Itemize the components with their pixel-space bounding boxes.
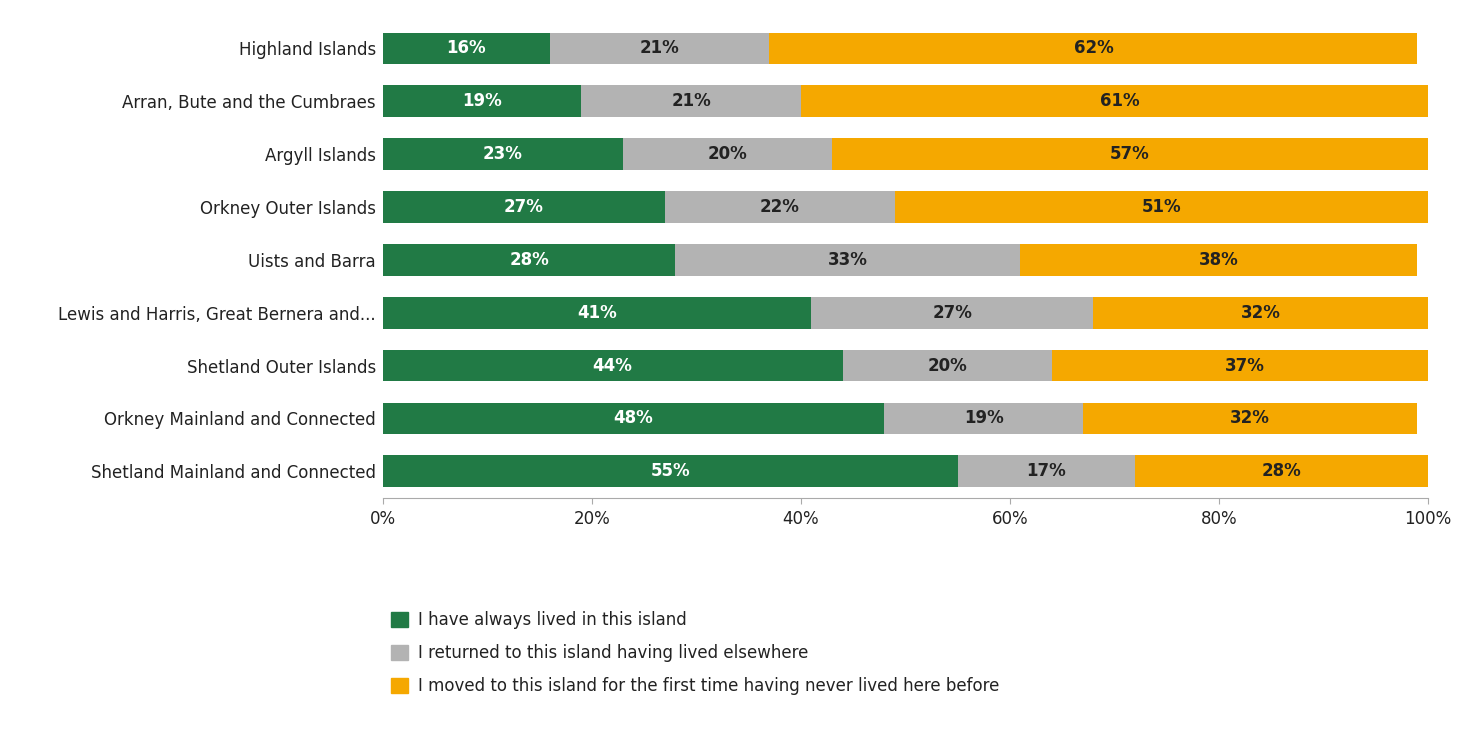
Bar — [895, 191, 1428, 223]
Text: 21%: 21% — [671, 92, 711, 111]
Bar — [383, 138, 623, 170]
Bar — [383, 244, 676, 276]
Text: 62%: 62% — [1073, 40, 1113, 57]
Bar — [885, 403, 1083, 434]
Bar — [383, 403, 885, 434]
Bar — [832, 138, 1428, 170]
Bar — [957, 455, 1135, 488]
Text: 19%: 19% — [462, 92, 502, 111]
Bar — [801, 86, 1438, 117]
Bar — [383, 350, 842, 381]
Bar — [383, 297, 811, 329]
Text: 16%: 16% — [446, 40, 486, 57]
Text: 28%: 28% — [1262, 463, 1301, 480]
Text: 20%: 20% — [927, 356, 967, 375]
Text: 27%: 27% — [932, 304, 972, 322]
Bar — [811, 297, 1094, 329]
Text: 23%: 23% — [483, 145, 523, 163]
Bar — [665, 191, 895, 223]
Text: 20%: 20% — [708, 145, 748, 163]
Text: 37%: 37% — [1225, 356, 1264, 375]
Bar — [383, 191, 665, 223]
Text: 51%: 51% — [1141, 198, 1181, 216]
Text: 44%: 44% — [593, 356, 633, 375]
Bar — [1135, 455, 1428, 488]
Text: 55%: 55% — [651, 463, 690, 480]
Text: 27%: 27% — [503, 198, 543, 216]
Bar — [623, 138, 832, 170]
Bar — [581, 86, 801, 117]
Text: 38%: 38% — [1198, 251, 1239, 269]
Text: 32%: 32% — [1241, 304, 1281, 322]
Text: 19%: 19% — [964, 409, 1004, 427]
Bar — [842, 350, 1051, 381]
Text: 28%: 28% — [509, 251, 549, 269]
Bar — [383, 32, 551, 64]
Text: 41%: 41% — [577, 304, 617, 322]
Legend: I have always lived in this island, I returned to this island having lived elsew: I have always lived in this island, I re… — [392, 610, 999, 695]
Bar — [383, 86, 581, 117]
Bar — [1094, 297, 1428, 329]
Bar — [1051, 350, 1438, 381]
Bar — [1020, 244, 1418, 276]
Text: 21%: 21% — [640, 40, 680, 57]
Text: 61%: 61% — [1100, 92, 1139, 111]
Bar — [1083, 403, 1418, 434]
Bar — [676, 244, 1020, 276]
Text: 17%: 17% — [1026, 463, 1066, 480]
Bar — [551, 32, 770, 64]
Text: 33%: 33% — [827, 251, 867, 269]
Text: 22%: 22% — [760, 198, 799, 216]
Text: 32%: 32% — [1231, 409, 1270, 427]
Bar — [383, 455, 957, 488]
Text: 48%: 48% — [614, 409, 654, 427]
Bar — [770, 32, 1418, 64]
Text: 57%: 57% — [1110, 145, 1150, 163]
